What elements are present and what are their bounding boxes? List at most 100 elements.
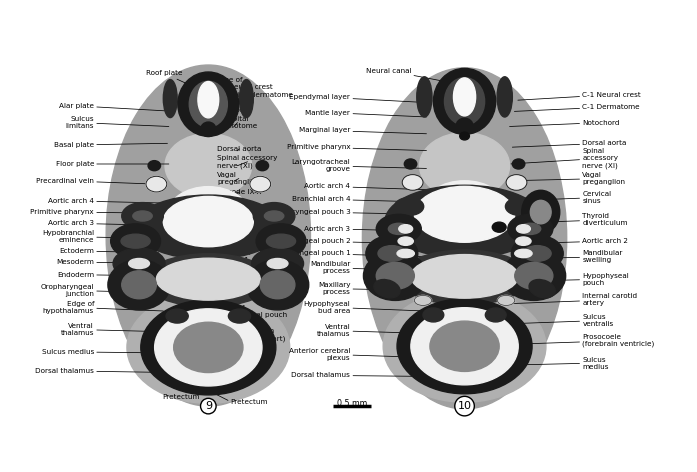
Ellipse shape	[414, 295, 431, 305]
Text: Vagal
preganglion: Vagal preganglion	[510, 172, 625, 185]
Ellipse shape	[397, 299, 532, 394]
Text: Dorsal thalamus: Dorsal thalamus	[291, 372, 431, 379]
Ellipse shape	[127, 292, 290, 403]
Ellipse shape	[174, 322, 243, 372]
Ellipse shape	[523, 245, 551, 261]
Text: Branchial
arch 3: Branchial arch 3	[217, 200, 251, 213]
Ellipse shape	[106, 65, 310, 406]
Ellipse shape	[434, 68, 496, 135]
Text: Prosocoele
(forebrain ventricle): Prosocoele (forebrain ventricle)	[504, 334, 654, 347]
Ellipse shape	[508, 214, 553, 244]
Ellipse shape	[156, 258, 260, 300]
Text: Mandibular
swelling: Mandibular swelling	[510, 250, 622, 263]
Ellipse shape	[460, 132, 469, 140]
Ellipse shape	[163, 196, 253, 247]
Ellipse shape	[111, 224, 160, 259]
Ellipse shape	[362, 68, 567, 409]
Ellipse shape	[497, 77, 512, 117]
Ellipse shape	[267, 259, 288, 269]
Text: Aortic arch 3: Aortic arch 3	[48, 220, 169, 226]
Text: Primitive pharynx: Primitive pharynx	[31, 209, 165, 215]
Text: Ventral
thalamus: Ventral thalamus	[61, 323, 163, 336]
Ellipse shape	[515, 262, 553, 289]
Ellipse shape	[516, 237, 531, 245]
Text: Pharyngeal pouch 1: Pharyngeal pouch 1	[279, 251, 425, 257]
Ellipse shape	[376, 214, 421, 244]
Text: Marginal layer: Marginal layer	[299, 127, 427, 134]
Ellipse shape	[456, 118, 473, 135]
Text: C-1 Neural crest: C-1 Neural crest	[518, 92, 641, 100]
Text: Sulcus
limitans: Sulcus limitans	[66, 116, 169, 129]
Ellipse shape	[146, 177, 167, 192]
Ellipse shape	[240, 80, 253, 118]
Ellipse shape	[529, 279, 556, 298]
Ellipse shape	[167, 186, 250, 245]
Text: Aortic arch 4: Aortic arch 4	[305, 183, 427, 190]
Text: Prosencephalon
(diencephalic part): Prosencephalon (diencephalic part)	[217, 329, 286, 342]
Ellipse shape	[178, 72, 239, 136]
Ellipse shape	[134, 195, 283, 259]
Text: Ependymal layer: Ependymal layer	[289, 94, 424, 102]
Ellipse shape	[376, 262, 414, 289]
Text: Aortic arch 2: Aortic arch 2	[510, 238, 628, 244]
Text: Branchial arch 4: Branchial arch 4	[291, 196, 427, 202]
Ellipse shape	[374, 279, 400, 298]
Ellipse shape	[163, 80, 177, 118]
Text: Edge of
C-1 neural crest: Edge of C-1 neural crest	[215, 77, 273, 96]
Ellipse shape	[512, 235, 563, 271]
Text: Laryngotracheal
groove: Laryngotracheal groove	[291, 159, 427, 172]
Ellipse shape	[492, 222, 506, 232]
Text: Floor plate: Floor plate	[56, 161, 169, 167]
Text: Precardinal vein: Precardinal vein	[36, 178, 155, 184]
Text: Occipital
myotome: Occipital myotome	[217, 101, 252, 113]
Ellipse shape	[411, 308, 519, 385]
Ellipse shape	[420, 133, 510, 199]
Text: Spinal
accessory
nerve (XI): Spinal accessory nerve (XI)	[511, 148, 618, 169]
Text: Ectoderm: Ectoderm	[59, 248, 158, 254]
Text: C-1 Dermatome: C-1 Dermatome	[514, 104, 640, 111]
Text: Thyroid
diverticulum: Thyroid diverticulum	[510, 213, 628, 227]
Text: Ventral
thalamus: Ventral thalamus	[317, 324, 425, 337]
Text: Occipital dermatome: Occipital dermatome	[217, 92, 293, 102]
Text: 10: 10	[457, 401, 472, 411]
Ellipse shape	[201, 122, 216, 136]
Ellipse shape	[402, 175, 423, 190]
Text: Aortic arch 4: Aortic arch 4	[48, 198, 167, 204]
Ellipse shape	[166, 309, 188, 323]
Ellipse shape	[133, 211, 152, 221]
Ellipse shape	[395, 198, 424, 215]
Text: Dorsal aorta: Dorsal aorta	[512, 140, 627, 147]
Text: Neural canal: Neural canal	[366, 67, 460, 84]
Text: Pharyngeal pouch 3: Pharyngeal pouch 3	[279, 209, 425, 215]
Ellipse shape	[485, 308, 506, 322]
Text: Pharyngeal pouch 2: Pharyngeal pouch 2	[279, 238, 425, 244]
Ellipse shape	[516, 225, 530, 233]
Ellipse shape	[399, 250, 530, 305]
Text: Branchial
groove 1: Branchial groove 1	[217, 250, 251, 263]
Text: Notochord: Notochord	[510, 119, 620, 126]
Text: Branchial
arch 2: Branchial arch 2	[217, 234, 251, 246]
Ellipse shape	[423, 308, 444, 322]
Ellipse shape	[198, 82, 219, 118]
Ellipse shape	[388, 223, 409, 235]
Ellipse shape	[521, 190, 560, 234]
Ellipse shape	[399, 225, 413, 233]
Ellipse shape	[250, 177, 270, 192]
Ellipse shape	[506, 175, 527, 190]
Ellipse shape	[530, 200, 551, 224]
Ellipse shape	[366, 235, 418, 271]
Text: Placode IX-X: Placode IX-X	[217, 189, 262, 195]
Text: Dorsal aorta: Dorsal aorta	[217, 146, 261, 152]
Ellipse shape	[121, 234, 150, 248]
Ellipse shape	[229, 309, 250, 323]
Text: Roof plate: Roof plate	[146, 70, 202, 91]
Ellipse shape	[141, 300, 276, 395]
Ellipse shape	[190, 81, 227, 127]
Ellipse shape	[266, 234, 296, 248]
Ellipse shape	[404, 159, 417, 169]
Text: Pretectum: Pretectum	[162, 391, 204, 400]
Ellipse shape	[252, 248, 303, 279]
Text: Sulcus
ventralis: Sulcus ventralis	[507, 314, 613, 327]
Text: Edge of
hypothalamus: Edge of hypothalamus	[43, 301, 163, 313]
Ellipse shape	[253, 202, 295, 229]
